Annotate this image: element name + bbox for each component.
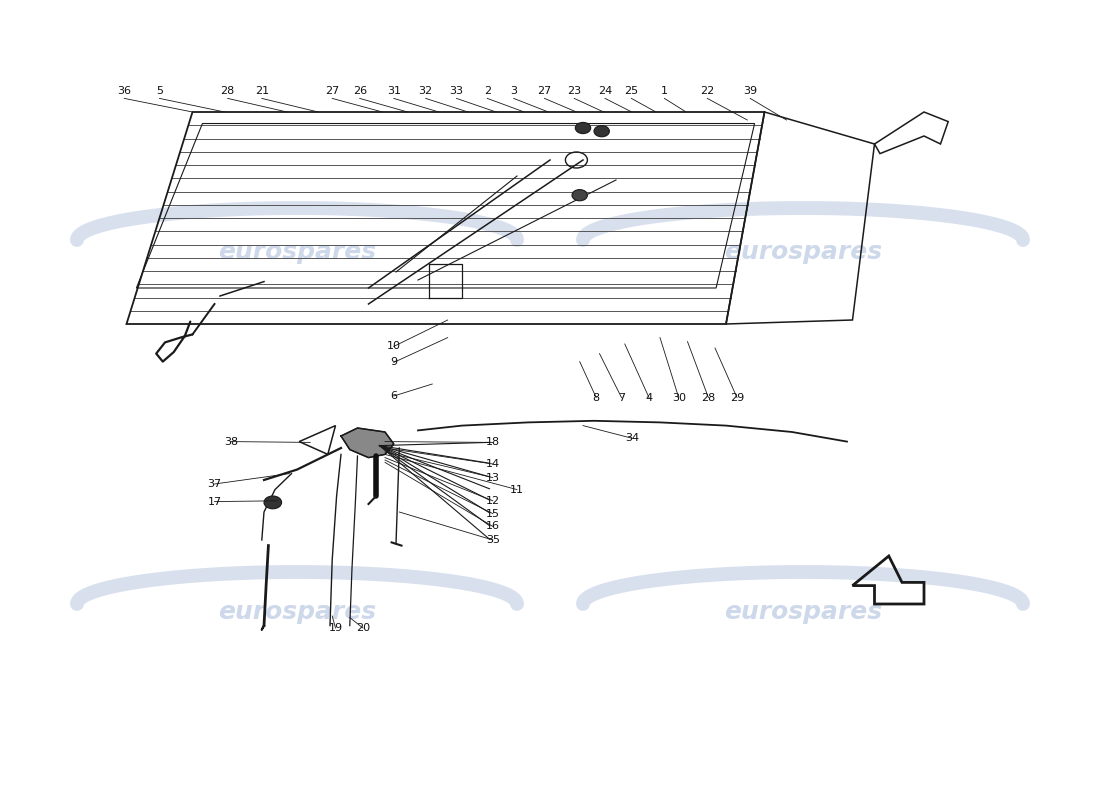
Text: 4: 4 xyxy=(646,393,652,402)
Text: 29: 29 xyxy=(730,393,744,402)
Text: 14: 14 xyxy=(486,459,499,469)
Text: 20: 20 xyxy=(356,623,370,633)
Text: 9: 9 xyxy=(390,358,397,367)
Text: 16: 16 xyxy=(486,522,499,531)
Text: 11: 11 xyxy=(510,485,524,494)
Text: 25: 25 xyxy=(625,86,638,96)
Text: eurospares: eurospares xyxy=(218,240,376,264)
Text: 19: 19 xyxy=(329,623,342,633)
Text: 3: 3 xyxy=(510,86,517,96)
Text: 8: 8 xyxy=(593,393,600,402)
Text: 13: 13 xyxy=(486,473,499,482)
Text: 2: 2 xyxy=(484,86,491,96)
Text: 22: 22 xyxy=(701,86,714,96)
Text: 21: 21 xyxy=(255,86,268,96)
Text: 23: 23 xyxy=(568,86,581,96)
Text: 27: 27 xyxy=(538,86,551,96)
Text: 38: 38 xyxy=(224,437,238,446)
Text: 5: 5 xyxy=(156,86,163,96)
Text: 31: 31 xyxy=(387,86,400,96)
Text: 28: 28 xyxy=(221,86,234,96)
Text: eurospares: eurospares xyxy=(724,240,882,264)
Text: 37: 37 xyxy=(208,479,221,489)
Text: 18: 18 xyxy=(486,438,499,447)
Text: 10: 10 xyxy=(387,342,400,351)
Circle shape xyxy=(575,122,591,134)
Text: 7: 7 xyxy=(618,393,625,402)
Text: 6: 6 xyxy=(390,391,397,401)
Text: 34: 34 xyxy=(626,434,639,443)
Text: 15: 15 xyxy=(486,509,499,518)
Text: 17: 17 xyxy=(208,497,221,506)
Text: 30: 30 xyxy=(672,393,685,402)
Text: 32: 32 xyxy=(419,86,432,96)
Text: eurospares: eurospares xyxy=(218,600,376,624)
Text: 39: 39 xyxy=(744,86,757,96)
Text: 1: 1 xyxy=(661,86,668,96)
Text: 26: 26 xyxy=(353,86,366,96)
Text: 35: 35 xyxy=(486,535,499,545)
Text: 12: 12 xyxy=(486,496,499,506)
Text: 28: 28 xyxy=(702,393,715,402)
Circle shape xyxy=(264,496,282,509)
Circle shape xyxy=(594,126,609,137)
Text: eurospares: eurospares xyxy=(724,600,882,624)
Circle shape xyxy=(572,190,587,201)
Text: 36: 36 xyxy=(118,86,131,96)
Text: 24: 24 xyxy=(598,86,612,96)
Polygon shape xyxy=(341,428,394,458)
Text: 27: 27 xyxy=(326,86,339,96)
Text: 33: 33 xyxy=(450,86,463,96)
